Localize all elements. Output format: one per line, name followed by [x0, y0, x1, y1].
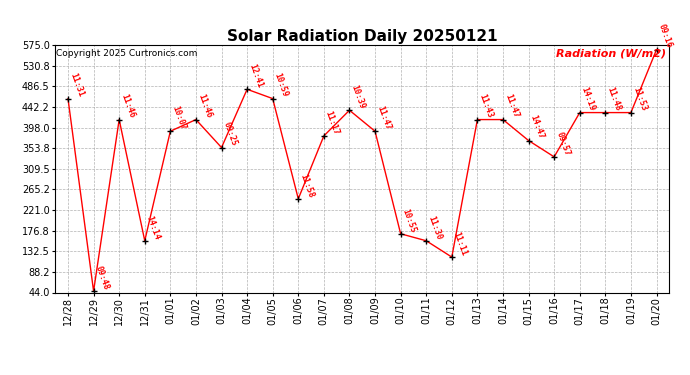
Text: 10:59: 10:59	[273, 72, 290, 99]
Text: 09:16: 09:16	[656, 23, 673, 50]
Text: 11:31: 11:31	[68, 72, 85, 99]
Text: 11:48: 11:48	[605, 86, 622, 112]
Text: 10:55: 10:55	[401, 207, 417, 234]
Text: 10:39: 10:39	[349, 84, 366, 110]
Text: Radiation (W/m2): Radiation (W/m2)	[556, 49, 667, 59]
Text: 11:17: 11:17	[324, 110, 341, 136]
Text: 11:43: 11:43	[477, 93, 495, 120]
Text: 11:11: 11:11	[452, 231, 469, 257]
Text: 09:25: 09:25	[221, 121, 239, 147]
Text: 12:41: 12:41	[247, 63, 264, 89]
Text: 11:58: 11:58	[298, 172, 315, 199]
Text: 09:48: 09:48	[94, 264, 110, 291]
Text: 11:53: 11:53	[631, 86, 648, 112]
Text: 11:47: 11:47	[503, 93, 520, 120]
Text: 11:47: 11:47	[375, 105, 392, 131]
Title: Solar Radiation Daily 20250121: Solar Radiation Daily 20250121	[227, 29, 497, 44]
Text: 14:47: 14:47	[529, 114, 546, 141]
Text: 11:30: 11:30	[426, 214, 443, 241]
Text: 09:57: 09:57	[554, 130, 571, 157]
Text: 14:19: 14:19	[580, 86, 597, 112]
Text: 11:46: 11:46	[196, 93, 213, 120]
Text: Copyright 2025 Curtronics.com: Copyright 2025 Curtronics.com	[57, 49, 198, 58]
Text: 14:14: 14:14	[145, 214, 161, 241]
Text: 10:07: 10:07	[170, 105, 188, 131]
Text: 11:46: 11:46	[119, 93, 136, 120]
